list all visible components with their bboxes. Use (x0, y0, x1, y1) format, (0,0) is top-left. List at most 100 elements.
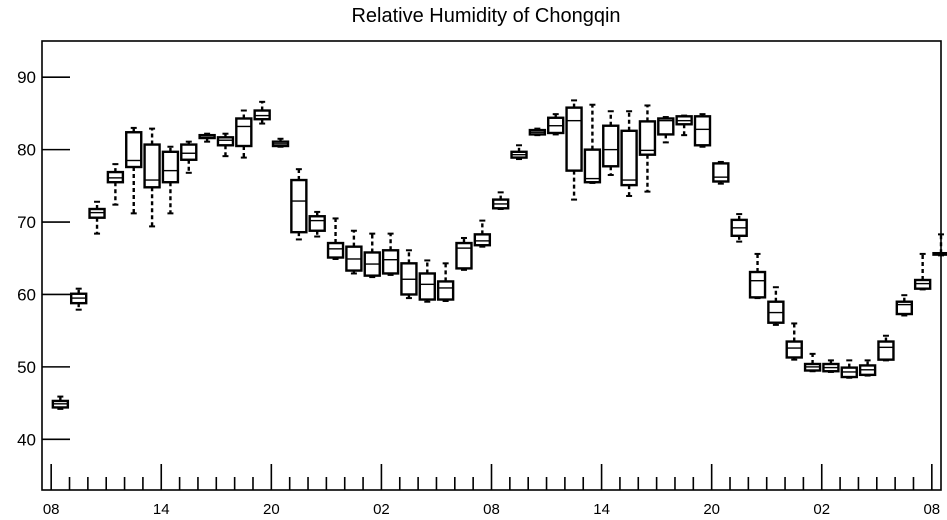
box-6 (143, 127, 161, 228)
box-41 (785, 322, 803, 361)
box-5 (125, 126, 143, 215)
box-series (51, 99, 947, 410)
box-body (785, 340, 803, 359)
box-body (620, 129, 638, 187)
box-body (473, 233, 492, 247)
box-45 (858, 359, 877, 377)
x-tick-label: 20 (263, 501, 280, 518)
box-38 (730, 213, 748, 243)
box-42 (803, 352, 822, 373)
box-10 (216, 132, 235, 158)
x-tick-label: 08 (923, 501, 940, 518)
box-body (235, 117, 253, 148)
box-8 (180, 140, 198, 174)
box-15 (308, 210, 326, 238)
box-body (161, 150, 180, 184)
box-body (253, 109, 271, 121)
y-tick-label: 70 (17, 213, 36, 232)
box-47 (895, 294, 914, 317)
box-39 (748, 252, 767, 300)
x-tick-label: 14 (593, 501, 610, 518)
box-body (216, 136, 235, 147)
box-body (657, 117, 675, 136)
box-body (106, 170, 125, 184)
box-11 (235, 109, 253, 159)
box-19 (381, 232, 400, 276)
box-44 (840, 359, 858, 379)
chart-title: Relative Humidity of Chongqin (351, 5, 620, 27)
box-28 (547, 113, 565, 136)
box-40 (767, 286, 785, 326)
box-30 (583, 103, 602, 184)
box-46 (877, 334, 895, 362)
box-body (180, 143, 198, 161)
box-37 (712, 160, 730, 185)
box-body (381, 249, 400, 275)
y-tick-label: 60 (17, 285, 36, 304)
box-27 (528, 127, 547, 137)
y-tick-label: 40 (17, 430, 36, 449)
box-7 (161, 145, 180, 215)
box-body (693, 115, 712, 147)
box-body (436, 280, 455, 301)
box-body (895, 300, 914, 316)
box-32 (620, 110, 638, 197)
box-body (877, 340, 895, 361)
box-24 (473, 219, 492, 248)
x-tick-label: 02 (813, 501, 830, 518)
box-body (125, 131, 143, 169)
box-body (418, 272, 436, 301)
box-13 (271, 137, 290, 148)
box-4 (106, 163, 125, 206)
y-tick-label: 50 (17, 358, 36, 377)
box-body (326, 241, 345, 259)
box-23 (455, 236, 473, 271)
box-12 (253, 100, 271, 125)
box-body (638, 120, 657, 156)
box-body (748, 270, 767, 299)
box-body (308, 215, 326, 232)
box-2 (69, 287, 88, 311)
y-tick-label: 80 (17, 141, 36, 160)
box-20 (400, 249, 418, 300)
x-tick-label: 08 (483, 501, 500, 518)
y-axis: 40 50 60 70 80 90 (17, 68, 70, 449)
box-21 (418, 259, 436, 303)
y-tick-label: 90 (17, 68, 36, 87)
box-34 (657, 116, 675, 144)
box-35 (675, 114, 693, 137)
box-49 (932, 233, 947, 257)
box-body (913, 278, 932, 290)
box-33 (638, 104, 657, 193)
box-body (198, 133, 216, 140)
box-29 (565, 99, 583, 201)
box-48 (913, 252, 932, 291)
box-body (602, 124, 620, 168)
box-36 (693, 113, 712, 148)
box-17 (345, 229, 363, 275)
box-9 (198, 132, 216, 143)
x-tick-label: 02 (373, 501, 390, 518)
x-axis: 08 14 20 02 08 14 20 02 08 (43, 464, 940, 518)
box-body (143, 143, 161, 189)
box-3 (88, 200, 106, 235)
box-body (565, 106, 583, 172)
box-43 (822, 359, 840, 373)
x-tick-label: 20 (703, 501, 720, 518)
box-body (290, 178, 308, 234)
box-body (88, 207, 106, 219)
box-body (712, 162, 730, 183)
box-body (583, 148, 602, 184)
plot-frame (41, 40, 942, 491)
x-tick-label: 14 (153, 501, 170, 518)
box-31 (602, 110, 620, 176)
box-body (455, 241, 473, 270)
box-18 (363, 232, 381, 279)
box-1 (51, 395, 70, 410)
box-22 (436, 262, 455, 302)
box-26 (510, 144, 528, 161)
x-tick-label: 08 (43, 501, 60, 518)
box-16 (326, 217, 345, 260)
box-14 (290, 168, 308, 241)
